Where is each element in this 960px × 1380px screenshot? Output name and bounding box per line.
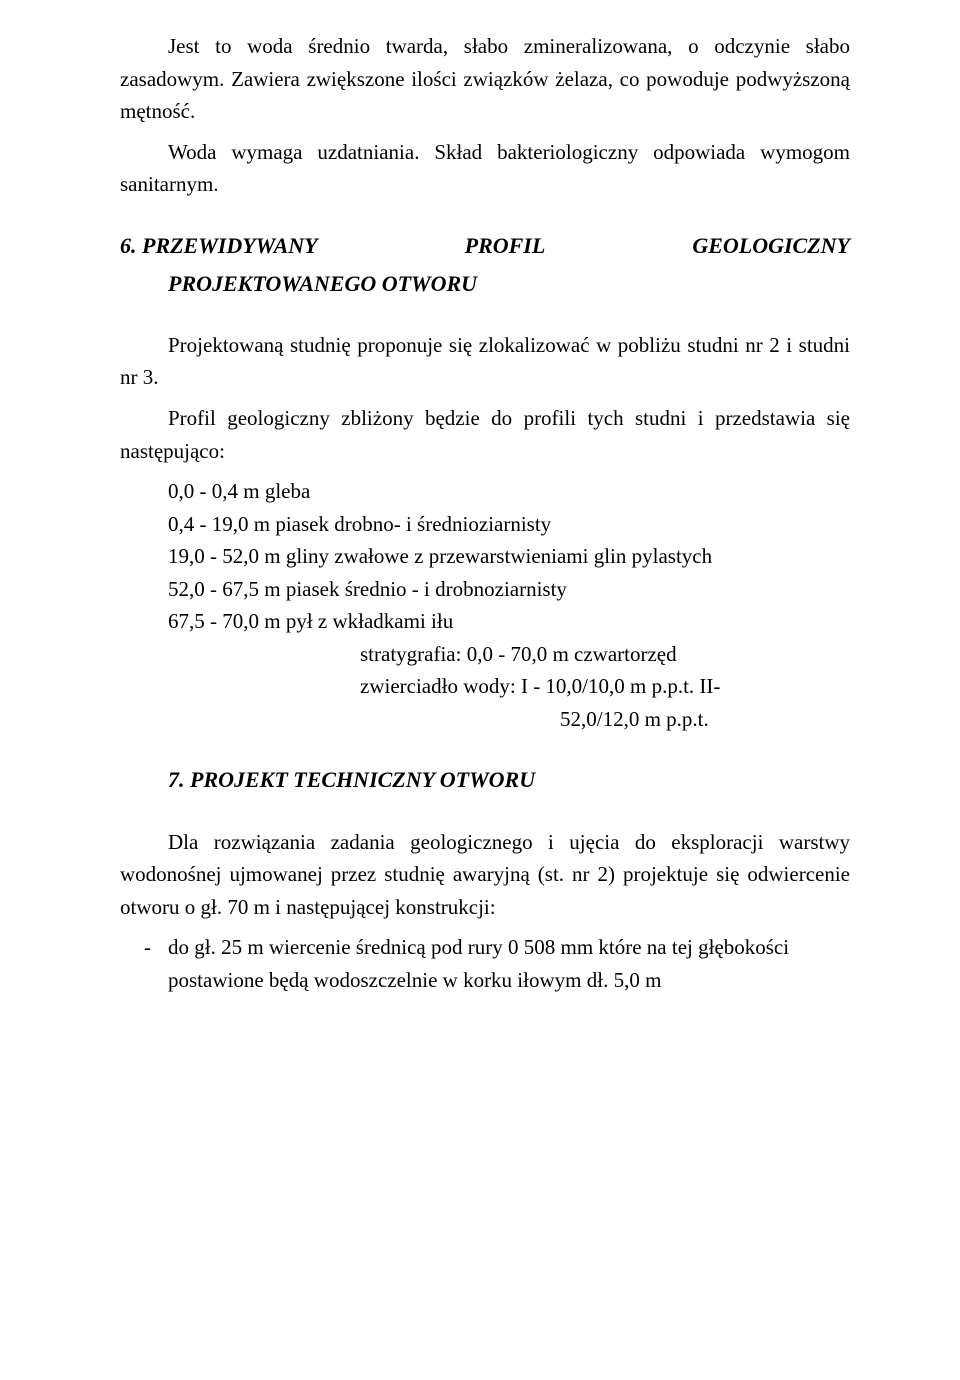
paragraph-technical: Dla rozwiązania zadania geologicznego i … (120, 826, 850, 924)
bullet-dash: - (120, 931, 168, 964)
bullet-text-1b: postawione będą wodoszczelnie w korku ił… (168, 964, 850, 997)
bullet-list: - do gł. 25 m wiercenie średnicą pod rur… (120, 931, 850, 996)
stratigraphy-block: stratygrafia: 0,0 - 70,0 m czwartorzęd z… (360, 638, 850, 736)
profile-row-4: 52,0 - 67,5 m piasek średnio - i drobnoz… (168, 573, 850, 606)
heading-6-sub: PROJEKTOWANEGO OTWORU (120, 267, 850, 301)
profile-row-3: 19,0 - 52,0 m gliny zwałowe z przewarstw… (168, 540, 850, 573)
paragraph-intro-2: Woda wymaga uzdatniania. Skład bakteriol… (120, 136, 850, 201)
bullet-item-1: - do gł. 25 m wiercenie średnicą pod rur… (120, 931, 850, 964)
paragraph-profile-intro: Profil geologiczny zbliżony będzie do pr… (120, 402, 850, 467)
profile-row-2: 0,4 - 19,0 m piasek drobno- i średniozia… (168, 508, 850, 541)
heading-6-mid: PROFIL (465, 229, 546, 263)
document-page: Jest to woda średnio twarda, słabo zmine… (0, 0, 960, 1380)
profile-list: 0,0 - 0,4 m gleba 0,4 - 19,0 m piasek dr… (168, 475, 850, 638)
profile-row-5: 67,5 - 70,0 m pył z wkładkami iłu (168, 605, 850, 638)
bullet-text-1: do gł. 25 m wiercenie średnicą pod rury … (168, 931, 850, 964)
profile-row-1: 0,0 - 0,4 m gleba (168, 475, 850, 508)
paragraph-intro-1: Jest to woda średnio twarda, słabo zmine… (120, 30, 850, 128)
stratigraphy-line-3: 52,0/12,0 m p.p.t. (560, 703, 850, 736)
heading-6-row: 6. PRZEWIDYWANY PROFIL GEOLOGICZNY (120, 229, 850, 263)
heading-6-right: GEOLOGICZNY (692, 229, 850, 263)
paragraph-locate: Projektowaną studnię proponuje się zloka… (120, 329, 850, 394)
heading-7: 7. PROJEKT TECHNICZNY OTWORU (120, 763, 850, 797)
stratigraphy-line-1: stratygrafia: 0,0 - 70,0 m czwartorzęd (360, 638, 850, 671)
heading-6-left: 6. PRZEWIDYWANY (120, 229, 318, 263)
stratigraphy-line-2: zwierciadło wody: I - 10,0/10,0 m p.p.t.… (360, 670, 850, 703)
